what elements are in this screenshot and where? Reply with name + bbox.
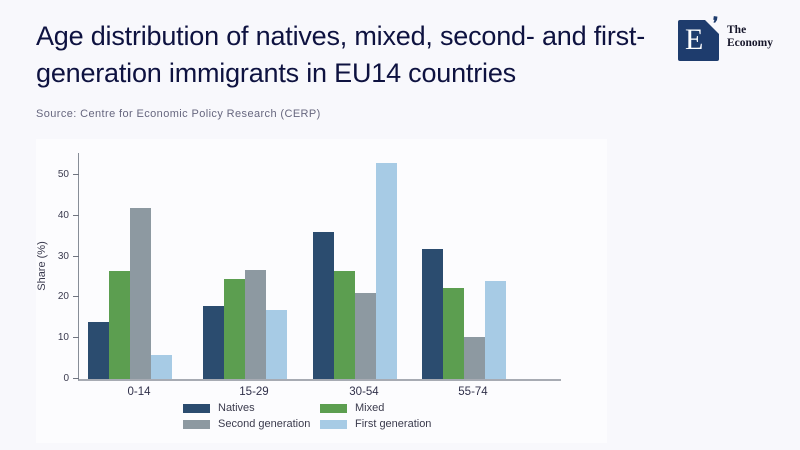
logo-wordmark-line1: The xyxy=(727,24,747,36)
legend-label: Second generation xyxy=(218,418,311,430)
bar-group-55-74: 55-74 xyxy=(422,153,506,398)
bar-mixed xyxy=(224,279,245,379)
legend-swatch-icon xyxy=(320,403,347,413)
bar-first-generation xyxy=(485,281,506,379)
bar-group-0-14: 0-14 xyxy=(88,153,172,398)
source-text: Source: Centre for Economic Policy Resea… xyxy=(36,108,321,120)
y-tick-mark xyxy=(73,174,79,176)
x-tick-label: 0-14 xyxy=(127,386,151,398)
logo-square-icon: E ❜ xyxy=(678,14,719,61)
logo-wordmark-line2: Economy xyxy=(727,37,773,49)
legend-item-first-generation: First generation xyxy=(320,418,431,430)
chart-panel: Share (%) 0 10 20 30 40 50 0-14 15-29 30-54 55-74… xyxy=(36,139,607,443)
bar-mixed xyxy=(334,271,355,379)
y-tick-label: 10 xyxy=(57,332,69,344)
y-tick-label: 30 xyxy=(57,250,69,262)
legend-item-mixed: Mixed xyxy=(320,402,431,414)
y-tick-mark xyxy=(73,255,79,257)
logo: E ❜ The Economy xyxy=(678,14,773,61)
bar-second-generation xyxy=(245,269,266,379)
bar-first-generation xyxy=(376,163,397,379)
legend-label: First generation xyxy=(355,418,432,430)
legend: Natives Mixed Second generation First gener… xyxy=(183,402,431,430)
legend-label: Mixed xyxy=(355,402,385,414)
bar-natives xyxy=(422,249,443,379)
y-tick-label: 50 xyxy=(57,169,69,181)
x-tick-label: 55-74 xyxy=(458,386,488,398)
y-tick-mark xyxy=(73,337,79,339)
legend-swatch-icon xyxy=(183,419,210,429)
bar-second-generation xyxy=(130,208,151,379)
bar-natives xyxy=(203,305,224,379)
bar-mixed xyxy=(443,287,464,379)
y-tick-mark xyxy=(73,214,79,216)
bar-second-generation xyxy=(355,293,376,379)
x-tick-label: 30-54 xyxy=(349,386,379,398)
legend-item-second-generation: Second generation xyxy=(183,418,320,430)
legend-swatch-icon xyxy=(183,403,210,413)
y-tick-mark xyxy=(73,378,79,379)
plot-area: Share (%) 0 10 20 30 40 50 0-14 15-29 30-54 55-74 xyxy=(36,153,561,398)
y-axis-label: Share (%) xyxy=(36,241,48,291)
bar-natives xyxy=(88,322,109,379)
bar-second-generation xyxy=(464,337,485,379)
legend-label: Natives xyxy=(218,402,255,414)
logo-letter: E xyxy=(685,23,704,56)
legend-swatch-icon xyxy=(320,419,347,429)
logo-wordmark: The Economy xyxy=(727,24,773,61)
y-tick-label: 40 xyxy=(57,209,69,221)
bar-first-generation xyxy=(266,310,287,379)
bar-group-15-29: 15-29 xyxy=(203,153,287,398)
y-tick-mark xyxy=(73,296,79,298)
legend-item-natives: Natives xyxy=(183,402,320,414)
bar-group-30-54: 30-54 xyxy=(313,153,397,398)
y-tick-label: 20 xyxy=(57,291,69,303)
x-tick-label: 15-29 xyxy=(239,386,269,398)
bar-mixed xyxy=(109,271,130,379)
y-tick-label: 0 xyxy=(63,373,69,384)
bar-first-generation xyxy=(151,354,172,379)
page-title: Age distribution of natives, mixed, seco… xyxy=(36,21,646,88)
bar-natives xyxy=(313,232,334,379)
